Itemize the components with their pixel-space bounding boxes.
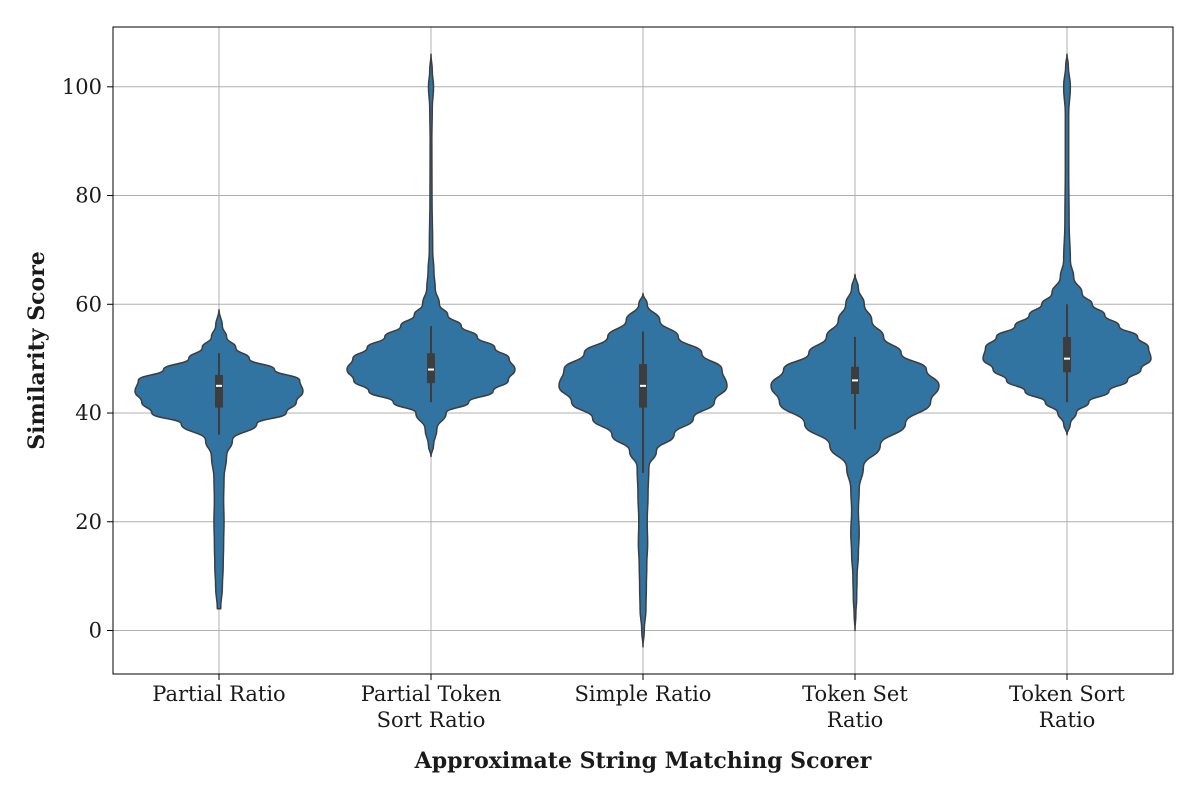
y-tick-label: 60 <box>75 292 102 316</box>
y-axis-ticks: 0 20 40 60 80 100 <box>62 75 113 643</box>
x-tick-label: Ratio <box>1039 708 1096 732</box>
violin-body <box>982 53 1152 436</box>
x-axis-title: Approximate String Matching Scorer <box>414 748 872 774</box>
y-tick-label: 0 <box>89 619 102 643</box>
y-tick-label: 80 <box>75 184 102 208</box>
violin-body <box>346 53 516 458</box>
x-tick-label: Partial Token <box>361 682 502 706</box>
y-tick-label: 40 <box>75 401 102 425</box>
violin-group <box>346 53 516 458</box>
x-tick-label: Sort Ratio <box>377 708 486 732</box>
x-tick-label: Token Set <box>802 682 908 706</box>
iqr-box <box>1063 336 1071 373</box>
y-axis-title: Similarity Score <box>24 251 50 450</box>
y-tick-label: 100 <box>62 75 102 99</box>
iqr-box <box>427 353 435 384</box>
iqr-box <box>215 374 223 408</box>
x-tick-label: Simple Ratio <box>575 682 712 706</box>
x-tick-label: Partial Ratio <box>152 682 285 706</box>
violin-body <box>770 273 940 632</box>
x-tick-label: Ratio <box>827 708 884 732</box>
violin-group <box>982 53 1152 436</box>
violins <box>134 53 1152 648</box>
violin-group <box>770 273 940 632</box>
y-tick-label: 20 <box>75 510 102 534</box>
violin-group <box>558 292 728 648</box>
violin-group <box>134 308 304 610</box>
x-tick-label: Token Sort <box>1009 682 1125 706</box>
violin-body <box>134 308 304 610</box>
